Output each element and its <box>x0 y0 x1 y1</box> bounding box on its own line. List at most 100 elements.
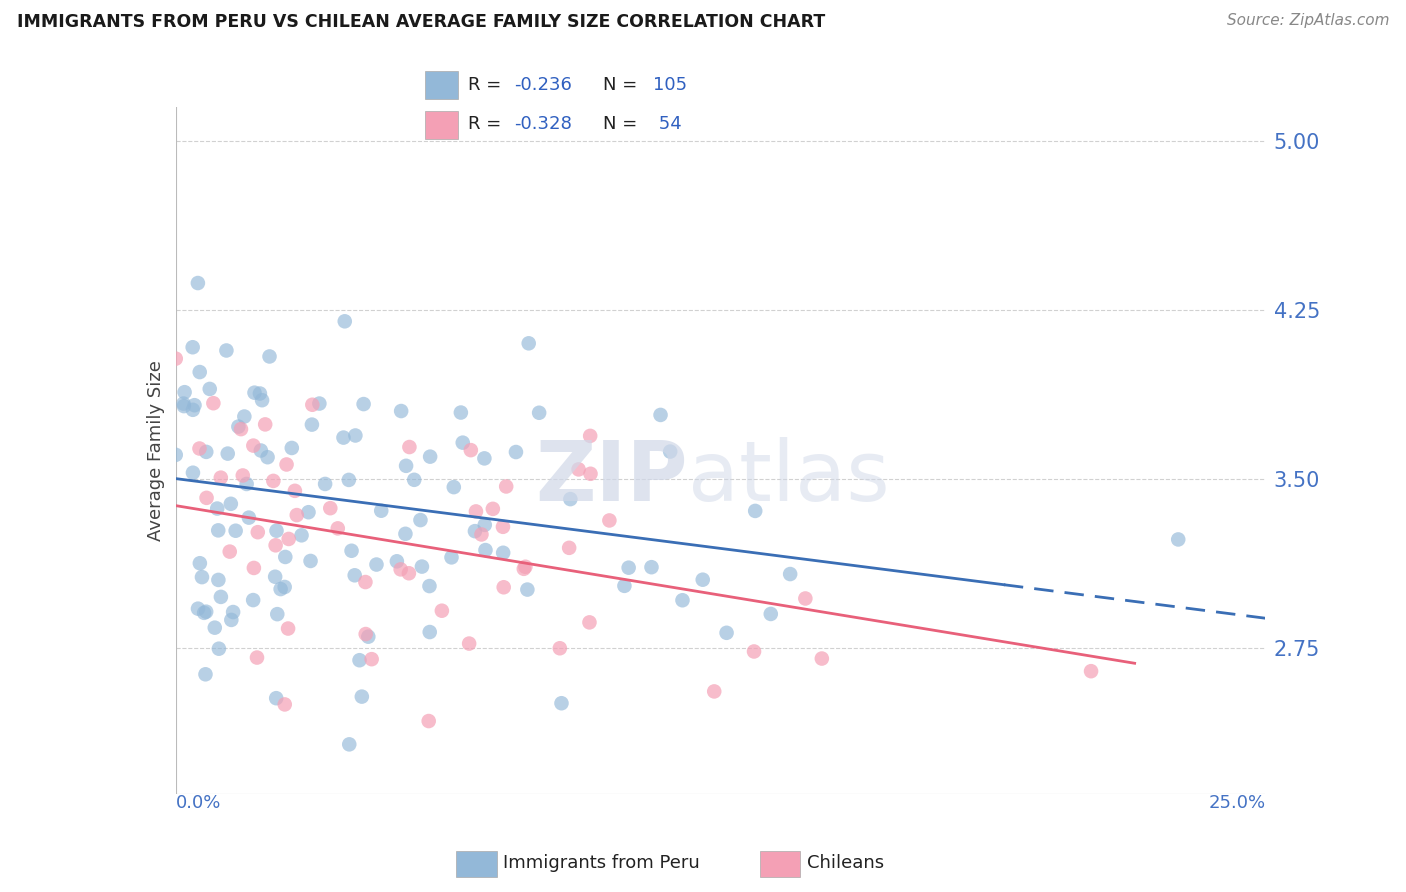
Text: 0.0%: 0.0% <box>176 794 221 812</box>
Point <box>470 527 492 541</box>
Point <box>744 504 766 518</box>
Point <box>340 543 363 558</box>
Point <box>273 580 295 594</box>
Point <box>209 470 232 484</box>
Point <box>419 625 441 640</box>
Point <box>194 667 217 681</box>
Text: atlas: atlas <box>688 437 890 518</box>
Point <box>451 435 474 450</box>
Point <box>811 651 834 665</box>
Point <box>249 386 271 401</box>
Point <box>517 336 540 351</box>
Text: 25.0%: 25.0% <box>1208 794 1265 812</box>
Point <box>284 483 307 498</box>
Point <box>165 448 187 462</box>
Point <box>344 428 367 442</box>
Point <box>395 458 418 473</box>
Point <box>277 532 299 546</box>
Text: R =: R = <box>468 115 506 133</box>
Point <box>299 554 322 568</box>
Point <box>202 396 225 410</box>
Point <box>228 419 250 434</box>
Point <box>217 447 239 461</box>
Point <box>195 445 218 459</box>
Point <box>343 568 366 582</box>
Point <box>243 385 266 400</box>
Point <box>389 562 412 576</box>
Point <box>235 477 257 491</box>
Point <box>319 501 342 516</box>
Point <box>650 408 672 422</box>
Point <box>242 593 264 607</box>
Point <box>250 443 273 458</box>
Point <box>209 590 232 604</box>
Text: IMMIGRANTS FROM PERU VS CHILEAN AVERAGE FAMILY SIZE CORRELATION CHART: IMMIGRANTS FROM PERU VS CHILEAN AVERAGE … <box>17 13 825 31</box>
Point <box>617 560 640 574</box>
Point <box>418 579 440 593</box>
Point <box>222 605 245 619</box>
Point <box>458 636 481 650</box>
Point <box>297 505 319 519</box>
Point <box>515 559 537 574</box>
Point <box>440 550 463 565</box>
Point <box>191 570 214 584</box>
Point <box>671 593 693 607</box>
Point <box>409 513 432 527</box>
Point <box>370 504 392 518</box>
Point <box>578 615 600 630</box>
Point <box>349 653 371 667</box>
Text: R =: R = <box>468 77 506 95</box>
Point <box>398 566 420 581</box>
Text: -0.236: -0.236 <box>515 77 572 95</box>
Point <box>205 501 228 516</box>
Point <box>274 698 297 712</box>
Point <box>550 696 572 710</box>
Point <box>579 467 602 481</box>
Point <box>181 340 204 354</box>
Point <box>232 468 254 483</box>
Point <box>173 385 195 400</box>
Point <box>207 524 229 538</box>
Point <box>173 396 195 410</box>
Point <box>640 560 662 574</box>
Point <box>266 524 288 538</box>
Point <box>513 562 536 576</box>
Point <box>207 573 229 587</box>
Point <box>742 644 765 658</box>
Point <box>173 399 195 413</box>
Point <box>450 405 472 419</box>
Point <box>219 497 242 511</box>
Point <box>181 402 204 417</box>
Point <box>238 510 260 524</box>
Point <box>301 398 323 412</box>
Point <box>165 351 187 366</box>
Point <box>333 314 356 328</box>
FancyBboxPatch shape <box>425 111 458 139</box>
Point <box>242 439 264 453</box>
Point <box>193 606 215 620</box>
Point <box>398 440 420 454</box>
Point <box>229 422 252 436</box>
Point <box>274 549 297 564</box>
Point <box>460 443 482 458</box>
Point <box>516 582 538 597</box>
Point <box>308 396 330 410</box>
Point <box>579 429 602 443</box>
Point <box>779 567 801 582</box>
Point <box>419 450 441 464</box>
Text: Immigrants from Peru: Immigrants from Peru <box>503 854 700 872</box>
Point <box>465 504 488 518</box>
Point <box>474 451 496 466</box>
Text: N =: N = <box>603 77 643 95</box>
Point <box>188 365 211 379</box>
Point <box>759 607 782 621</box>
Point <box>204 621 226 635</box>
Point <box>183 398 205 412</box>
Point <box>188 556 211 570</box>
Point <box>215 343 238 358</box>
Point <box>256 450 278 465</box>
Point <box>353 397 375 411</box>
Point <box>492 580 515 594</box>
Point <box>418 714 440 728</box>
Point <box>281 441 304 455</box>
